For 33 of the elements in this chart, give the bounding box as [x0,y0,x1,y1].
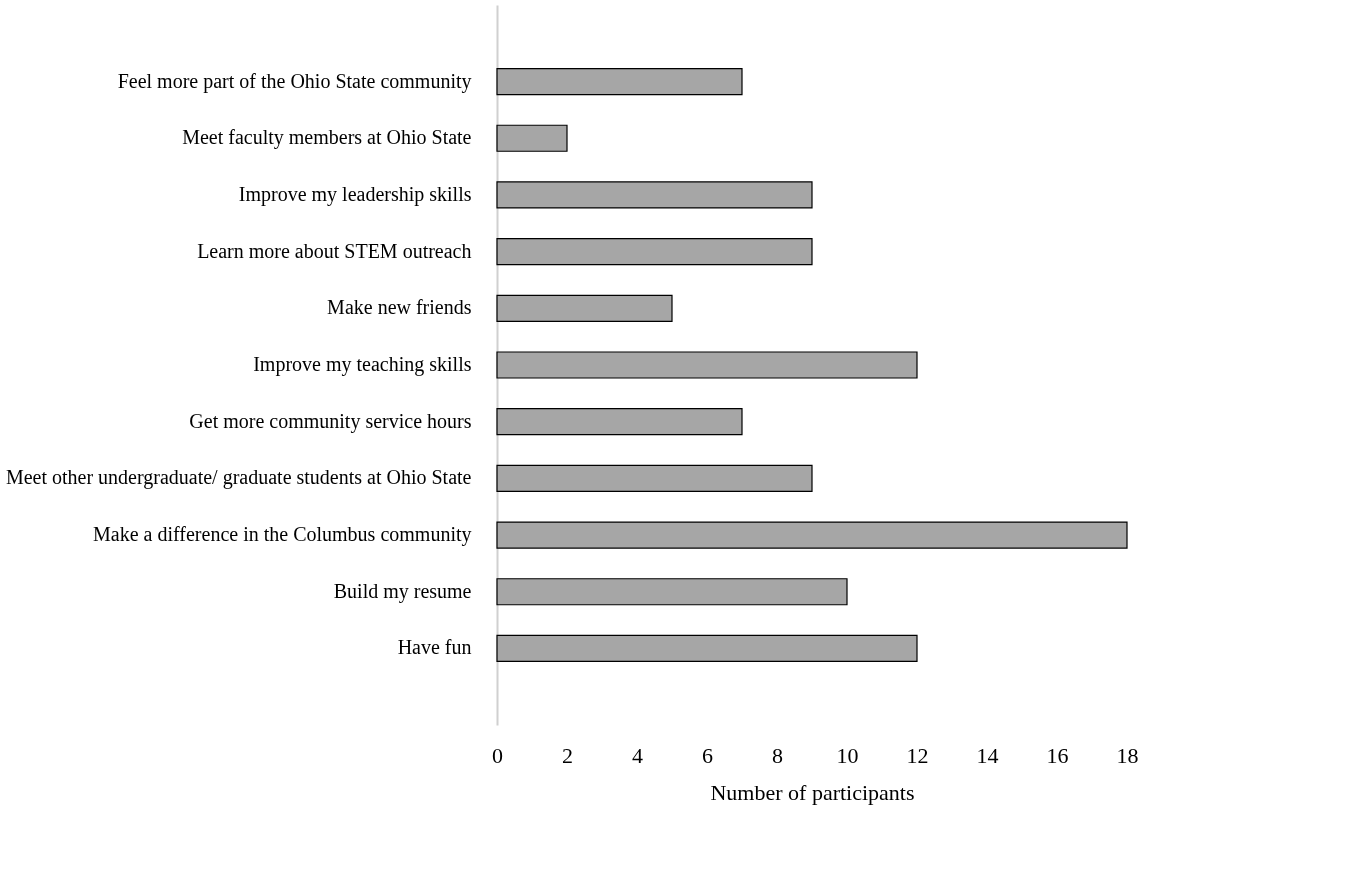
bar [496,351,918,379]
bar [496,634,918,663]
y-tick-label: Improve my teaching skills [253,353,472,376]
x-tick-label: 16 [1046,742,1069,768]
x-tick-label: 12 [906,742,929,768]
bar [496,464,813,492]
y-tick-label: Make new friends [327,296,472,319]
y-tick-label: Learn more about STEM outreach [197,239,472,262]
bar [496,181,813,209]
x-tick-label: 6 [702,742,713,768]
bar [496,408,743,436]
bar [496,578,848,606]
bar [496,238,813,266]
y-tick-label: Make a difference in the Columbus community [93,523,472,547]
y-tick-label: Build my resume [333,579,472,603]
y-tick-label: Meet faculty members at Ohio State [182,126,472,150]
x-tick-label: 10 [836,742,859,768]
x-tick-label: 8 [772,742,783,768]
y-tick-label: Have fun [397,636,472,659]
x-tick-label: 4 [632,742,643,768]
bar [496,124,568,152]
bar [496,67,743,96]
x-axis-title: Number of participants [710,779,915,805]
y-tick-label: Feel more part of the Ohio State community [117,69,472,93]
x-tick-label: 18 [1116,742,1139,768]
x-tick-label: 14 [976,742,999,768]
x-tick-label: 0 [492,742,503,768]
y-tick-label: Get more community service hours [189,409,472,433]
y-tick-label: Meet other undergraduate/ graduate students at Ohio State [5,466,472,490]
bar [496,521,1128,549]
bar [496,294,673,322]
y-tick-label: Improve my leadership skills [238,182,472,206]
x-tick-label: 2 [562,742,573,768]
